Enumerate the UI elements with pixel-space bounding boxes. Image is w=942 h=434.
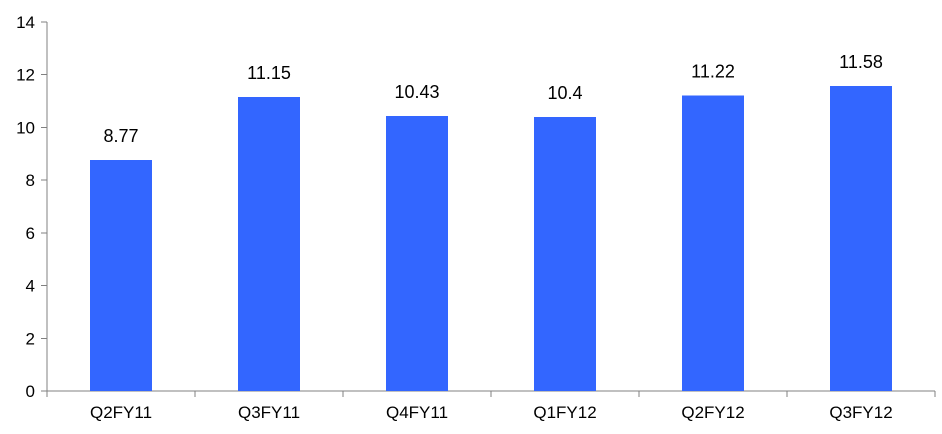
data-label: 10.4 bbox=[547, 83, 582, 103]
y-tick-label: 8 bbox=[26, 171, 35, 190]
bar bbox=[682, 95, 744, 391]
data-label: 11.15 bbox=[247, 63, 291, 83]
x-tick-label: Q3FY11 bbox=[238, 403, 300, 422]
data-label: 11.22 bbox=[691, 61, 735, 81]
x-tick-label: Q2FY12 bbox=[681, 403, 744, 422]
y-tick-label: 6 bbox=[26, 224, 35, 243]
y-tick-label: 2 bbox=[26, 329, 35, 348]
y-axis: 0 2 4 6 8 10 12 14 bbox=[16, 13, 48, 401]
y-tick-label: 14 bbox=[16, 13, 35, 32]
y-tick-label: 4 bbox=[26, 277, 35, 296]
bars bbox=[90, 85, 892, 391]
y-tick-label: 10 bbox=[16, 118, 35, 137]
bar bbox=[534, 116, 596, 391]
bar bbox=[830, 85, 892, 391]
x-axis: Q2FY11 Q3FY11 Q4FY11 Q1FY12 Q2FY12 Q3FY12 bbox=[46, 390, 936, 422]
data-label: 10.43 bbox=[394, 82, 439, 102]
y-tick-label: 0 bbox=[26, 382, 35, 401]
data-label: 8.77 bbox=[103, 126, 138, 146]
x-tick-label: Q2FY11 bbox=[90, 403, 152, 422]
x-tick-label: Q1FY12 bbox=[533, 403, 596, 422]
x-tick-label: Q4FY11 bbox=[386, 403, 448, 422]
x-tick-label: Q3FY12 bbox=[829, 403, 892, 422]
bar bbox=[238, 97, 300, 391]
bar bbox=[386, 116, 448, 391]
bar bbox=[90, 159, 152, 391]
y-tick-label: 12 bbox=[16, 66, 35, 85]
data-labels: 8.77 11.15 10.43 10.4 11.22 11.58 bbox=[103, 52, 882, 146]
data-label: 11.58 bbox=[839, 52, 883, 72]
